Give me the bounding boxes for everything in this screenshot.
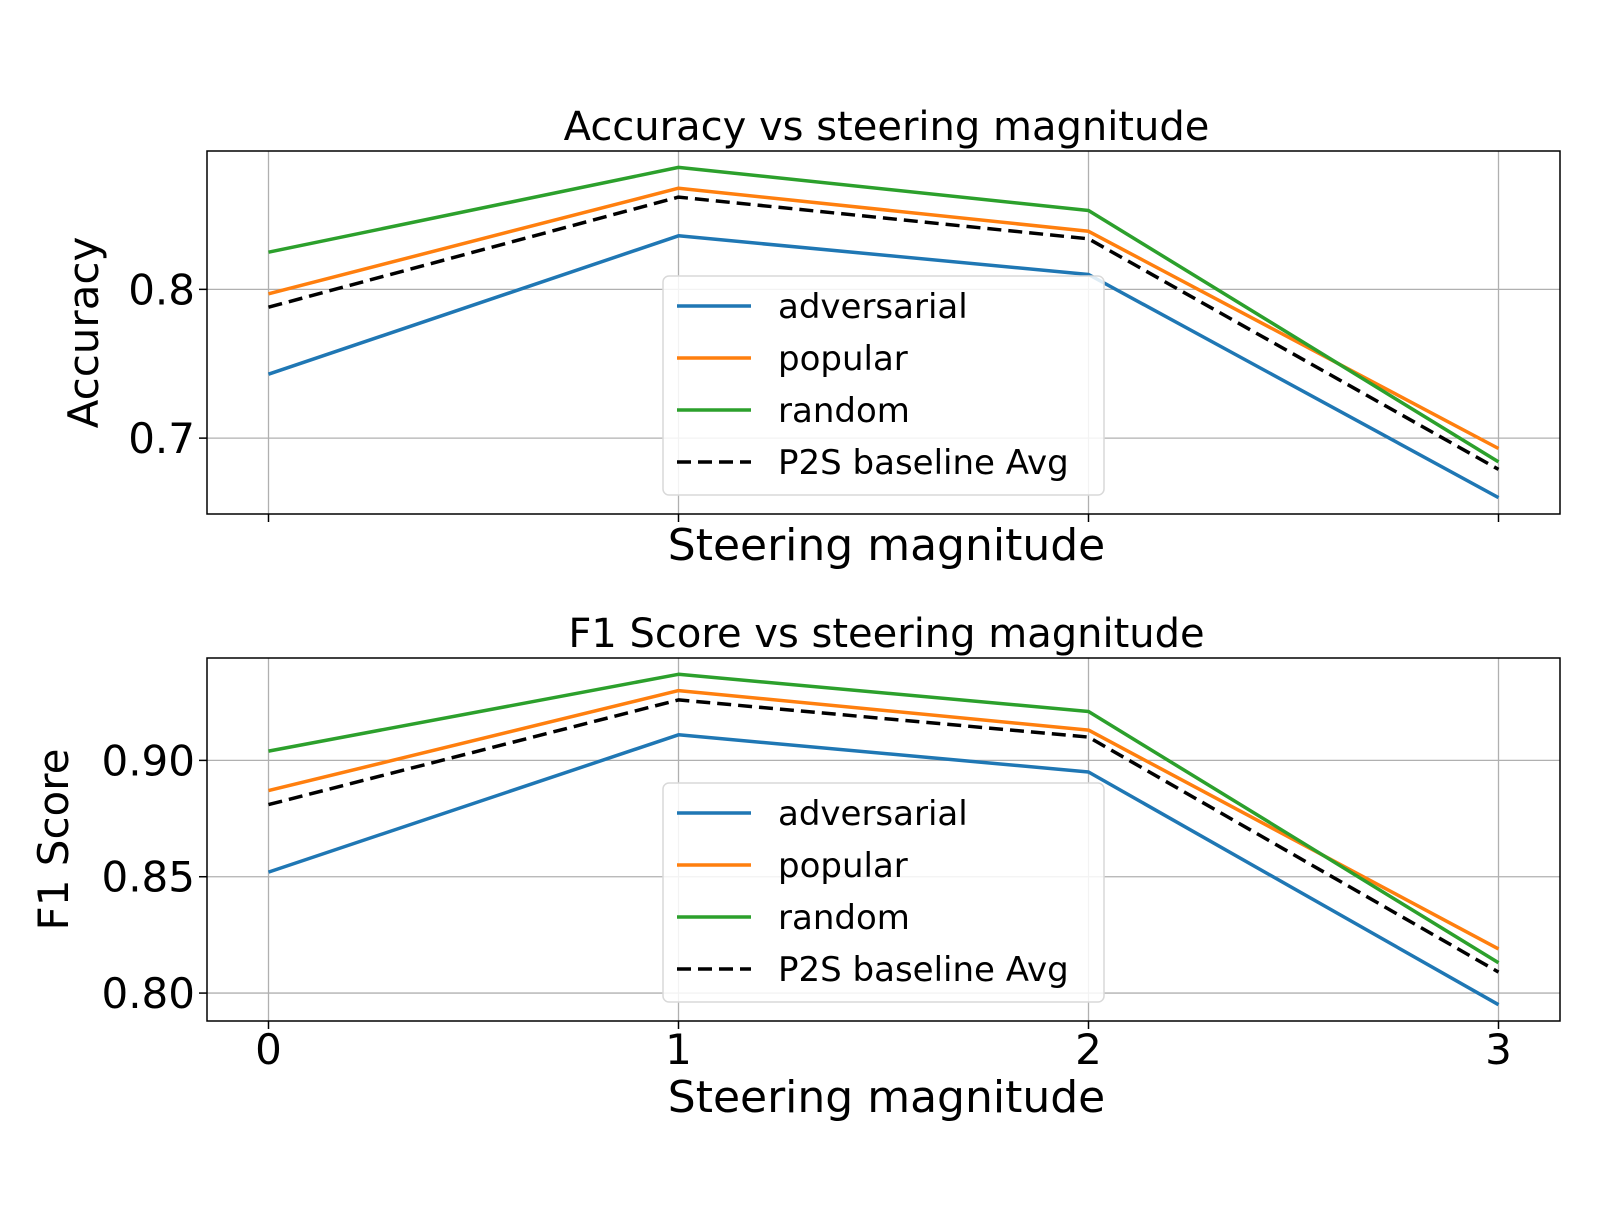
x-tick-label: 1 — [665, 1025, 692, 1074]
legend-label: popular — [778, 339, 908, 379]
legend-frame — [662, 782, 1105, 1003]
chart-panel-1: 0.7 0.8 Accuracy vs steering magnitude Stee… — [59, 104, 1561, 571]
series-line-adversarial — [267, 733, 1500, 1007]
x-axis-label: Steering magnitude — [668, 1072, 1105, 1123]
y-tick-label: 0.80 — [101, 969, 195, 1018]
series-line-p2s-baseline-avg — [268, 195, 1500, 471]
legend-label: random — [778, 898, 910, 938]
series-line-popular — [268, 186, 1500, 451]
y-tick-label: 0.7 — [128, 414, 195, 463]
x-tick-label: 3 — [1485, 1025, 1512, 1074]
series-line-adversarial — [267, 234, 1500, 500]
chart-panel-2: 0 1 2 3 0.80 0.85 0.90 F1 Score vs steering mag… — [29, 611, 1561, 1123]
chart-title: Accuracy vs steering magnitude — [564, 104, 1210, 150]
series-line-popular — [268, 688, 1500, 951]
legend-label: random — [778, 391, 910, 431]
x-tick-label: 2 — [1075, 1025, 1102, 1074]
legend: adversarial popular random P2S baseline Avg — [662, 275, 1105, 496]
plot-area-frame — [206, 150, 1561, 515]
y-axis-label: F1 Score — [29, 749, 78, 931]
legend-label: P2S baseline Avg — [778, 950, 1069, 990]
y-axis-label: Accuracy — [59, 237, 108, 429]
x-axis-label: Steering magnitude — [668, 520, 1105, 571]
plot-area-frame — [206, 657, 1561, 1022]
legend-label: popular — [778, 846, 908, 886]
legend-label: P2S baseline Avg — [778, 443, 1069, 483]
legend-label: adversarial — [778, 287, 968, 327]
x-tick-label: 0 — [255, 1025, 282, 1074]
y-tick-label: 0.85 — [101, 853, 195, 902]
legend-frame — [662, 275, 1105, 496]
y-tick-label: 0.8 — [128, 265, 195, 314]
y-tick-label: 0.90 — [101, 736, 195, 785]
chart-title: F1 Score vs steering magnitude — [568, 611, 1204, 657]
legend: adversarial popular random P2S baseline Avg — [662, 782, 1105, 1003]
series-line-p2s-baseline-avg — [268, 698, 1500, 974]
legend-label: adversarial — [778, 794, 968, 834]
series-line-random — [268, 165, 1500, 464]
series-line-random — [268, 672, 1500, 965]
